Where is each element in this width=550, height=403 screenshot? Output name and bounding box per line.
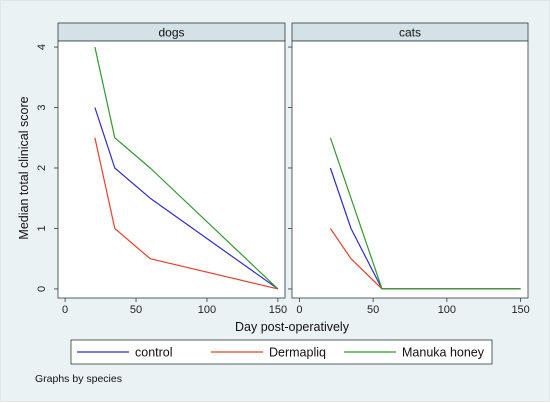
graphs-by-note: Graphs by species	[35, 373, 122, 385]
dogs-series-manuka-honey	[94, 46, 279, 290]
y-tick-label-4: 4	[36, 44, 48, 50]
cats-x-tick-label-150: 150	[511, 304, 529, 316]
cats-x-tick-label-0: 0	[296, 304, 302, 316]
dogs-x-tick-label-100: 100	[198, 304, 216, 316]
x-axis-title: Day post-operatively	[235, 320, 350, 334]
legend-label-dermapliq: Dermapliq	[269, 346, 326, 360]
dogs-x-tick-label-0: 0	[62, 304, 68, 316]
cats-series-manuka-honey	[329, 137, 521, 290]
legend-box	[70, 339, 493, 365]
dogs-x-tick-label-50: 50	[130, 304, 142, 316]
dogs-plot-area	[57, 40, 286, 299]
cats-plot-area	[291, 40, 529, 299]
legend-label-control: control	[135, 346, 173, 360]
legend-label-manuka-honey: Manuka honey	[402, 346, 485, 360]
dogs-series-control	[94, 107, 279, 290]
dogs-x-tick-label-150: 150	[269, 304, 287, 316]
cats-x-tick-label-50: 50	[367, 304, 379, 316]
y-tick-label-3: 3	[36, 104, 48, 110]
dogs-strip-label: dogs	[158, 26, 184, 40]
y-tick-label-2: 2	[36, 165, 48, 171]
y-tick-label-0: 0	[36, 286, 48, 292]
cats-strip-label: cats	[399, 26, 421, 40]
y-axis-title: Median total clinical score	[17, 96, 31, 239]
dogs-series-dermapliq	[94, 137, 279, 290]
cats-x-tick-label-100: 100	[438, 304, 456, 316]
y-tick-label-1: 1	[36, 225, 48, 231]
